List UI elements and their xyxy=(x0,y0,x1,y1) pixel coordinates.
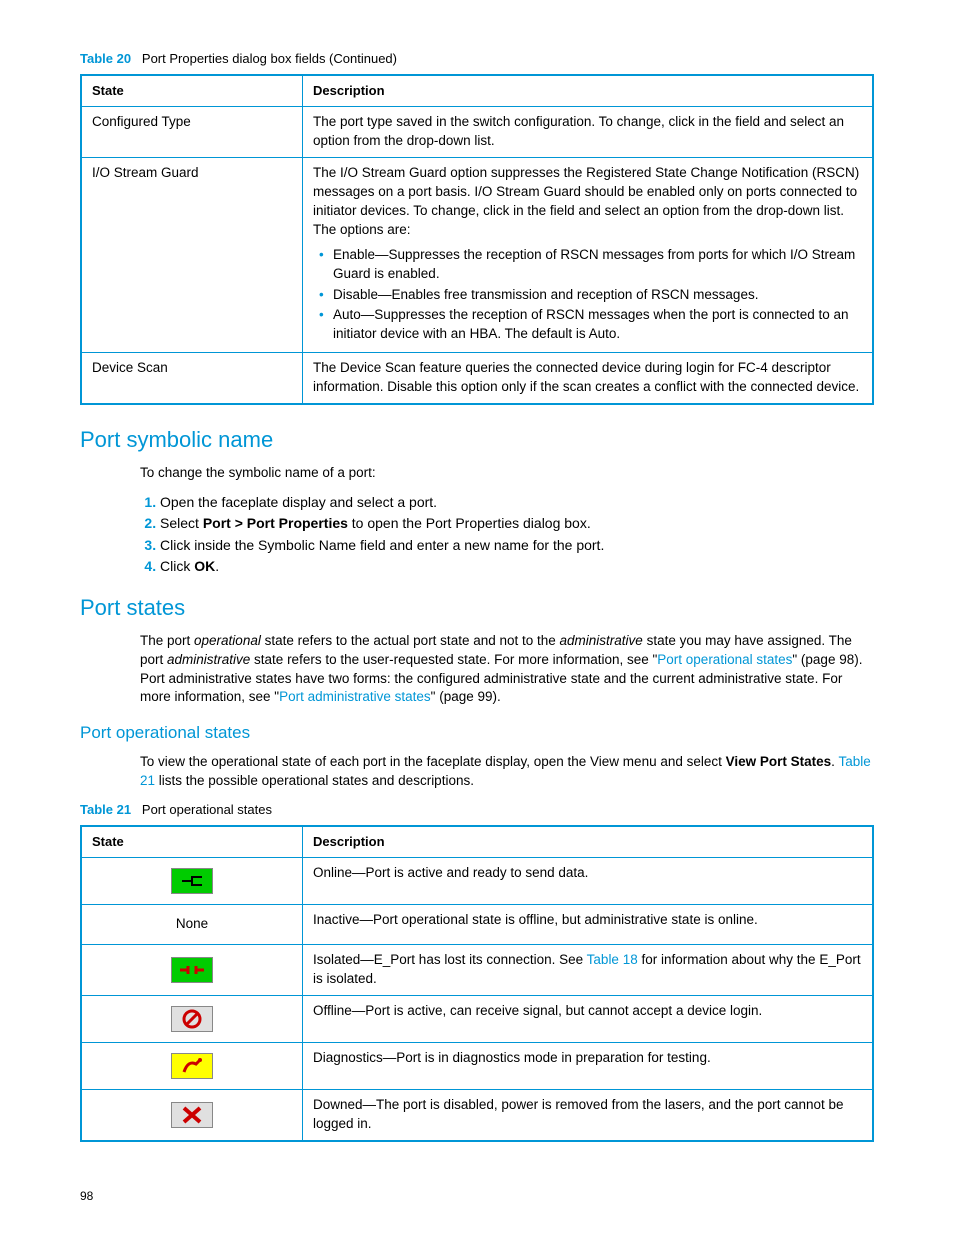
cell-desc: Online—Port is active and ready to send … xyxy=(303,858,874,905)
table21: State Description Online—Port is active … xyxy=(80,825,874,1142)
sec2-para: The port operational state refers to the… xyxy=(140,632,874,708)
offline-icon xyxy=(171,1006,213,1032)
table-row: Online—Port is active and ready to send … xyxy=(81,858,873,905)
table20-label: Table 20 xyxy=(80,51,131,66)
table20-caption-text: Port Properties dialog box fields (Conti… xyxy=(142,51,397,66)
online-icon xyxy=(171,868,213,894)
table21-h-desc: Description xyxy=(303,826,874,858)
cell-desc: Offline—Port is active, can receive sign… xyxy=(303,996,874,1043)
diagnostics-icon xyxy=(171,1053,213,1079)
table-row: Configured Type The port type saved in t… xyxy=(81,107,873,158)
step-4: Click OK. xyxy=(160,557,874,577)
cell-state: None xyxy=(81,905,303,945)
table21-h-state: State xyxy=(81,826,303,858)
cell-state xyxy=(81,1090,303,1141)
heading-port-symbolic-name: Port symbolic name xyxy=(80,425,874,456)
bullet-item: Enable—Suppresses the reception of RSCN … xyxy=(333,246,862,284)
heading-port-op-states: Port operational states xyxy=(80,721,874,745)
cell-state xyxy=(81,1043,303,1090)
cell-state: I/O Stream Guard xyxy=(81,158,303,353)
table-row: Downed—The port is disabled, power is re… xyxy=(81,1090,873,1141)
table-row: I/O Stream Guard The I/O Stream Guard op… xyxy=(81,158,873,353)
table21-caption-text: Port operational states xyxy=(142,802,272,817)
cell-desc: Downed—The port is disabled, power is re… xyxy=(303,1090,874,1141)
bullet-item: Auto—Suppresses the reception of RSCN me… xyxy=(333,306,862,344)
isolated-icon xyxy=(171,957,213,983)
downed-icon xyxy=(171,1102,213,1128)
cell-state: Device Scan xyxy=(81,353,303,404)
step-3: Click inside the Symbolic Name field and… xyxy=(160,536,874,556)
cell-desc: The Device Scan feature queries the conn… xyxy=(303,353,874,404)
link-port-admin-states[interactable]: Port administrative states xyxy=(279,689,431,704)
link-port-op-states[interactable]: Port operational states xyxy=(657,652,792,667)
cell-desc: Isolated—E_Port has lost its connection.… xyxy=(303,945,874,996)
cell-intro: The I/O Stream Guard option suppresses t… xyxy=(313,164,862,240)
table21-caption: Table 21 Port operational states xyxy=(80,801,874,819)
cell-state xyxy=(81,996,303,1043)
table-row: Device Scan The Device Scan feature quer… xyxy=(81,353,873,404)
sec1-intro: To change the symbolic name of a port: xyxy=(140,464,874,483)
table20-h-state: State xyxy=(81,75,303,107)
cell-state: Configured Type xyxy=(81,107,303,158)
bullet-item: Disable—Enables free transmission and re… xyxy=(333,286,862,305)
table-row: Offline—Port is active, can receive sign… xyxy=(81,996,873,1043)
cell-desc: The port type saved in the switch config… xyxy=(303,107,874,158)
step-1: Open the faceplate display and select a … xyxy=(160,493,874,513)
steps-list: Open the faceplate display and select a … xyxy=(140,493,874,577)
cell-desc: The I/O Stream Guard option suppresses t… xyxy=(303,158,874,353)
sec3-para: To view the operational state of each po… xyxy=(140,753,874,791)
table-row: Diagnostics—Port is in diagnostics mode … xyxy=(81,1043,873,1090)
table-row: Isolated—E_Port has lost its connection.… xyxy=(81,945,873,996)
heading-port-states: Port states xyxy=(80,593,874,624)
page-number: 98 xyxy=(80,1188,93,1205)
link-table18[interactable]: Table 18 xyxy=(587,952,638,967)
cell-desc: Inactive—Port operational state is offli… xyxy=(303,905,874,945)
cell-state xyxy=(81,945,303,996)
table20: State Description Configured Type The po… xyxy=(80,74,874,405)
table20-h-desc: Description xyxy=(303,75,874,107)
cell-desc: Diagnostics—Port is in diagnostics mode … xyxy=(303,1043,874,1090)
table21-label: Table 21 xyxy=(80,802,131,817)
step-2: Select Port > Port Properties to open th… xyxy=(160,514,874,534)
table-row: None Inactive—Port operational state is … xyxy=(81,905,873,945)
cell-state xyxy=(81,858,303,905)
table20-caption: Table 20 Port Properties dialog box fiel… xyxy=(80,50,874,68)
